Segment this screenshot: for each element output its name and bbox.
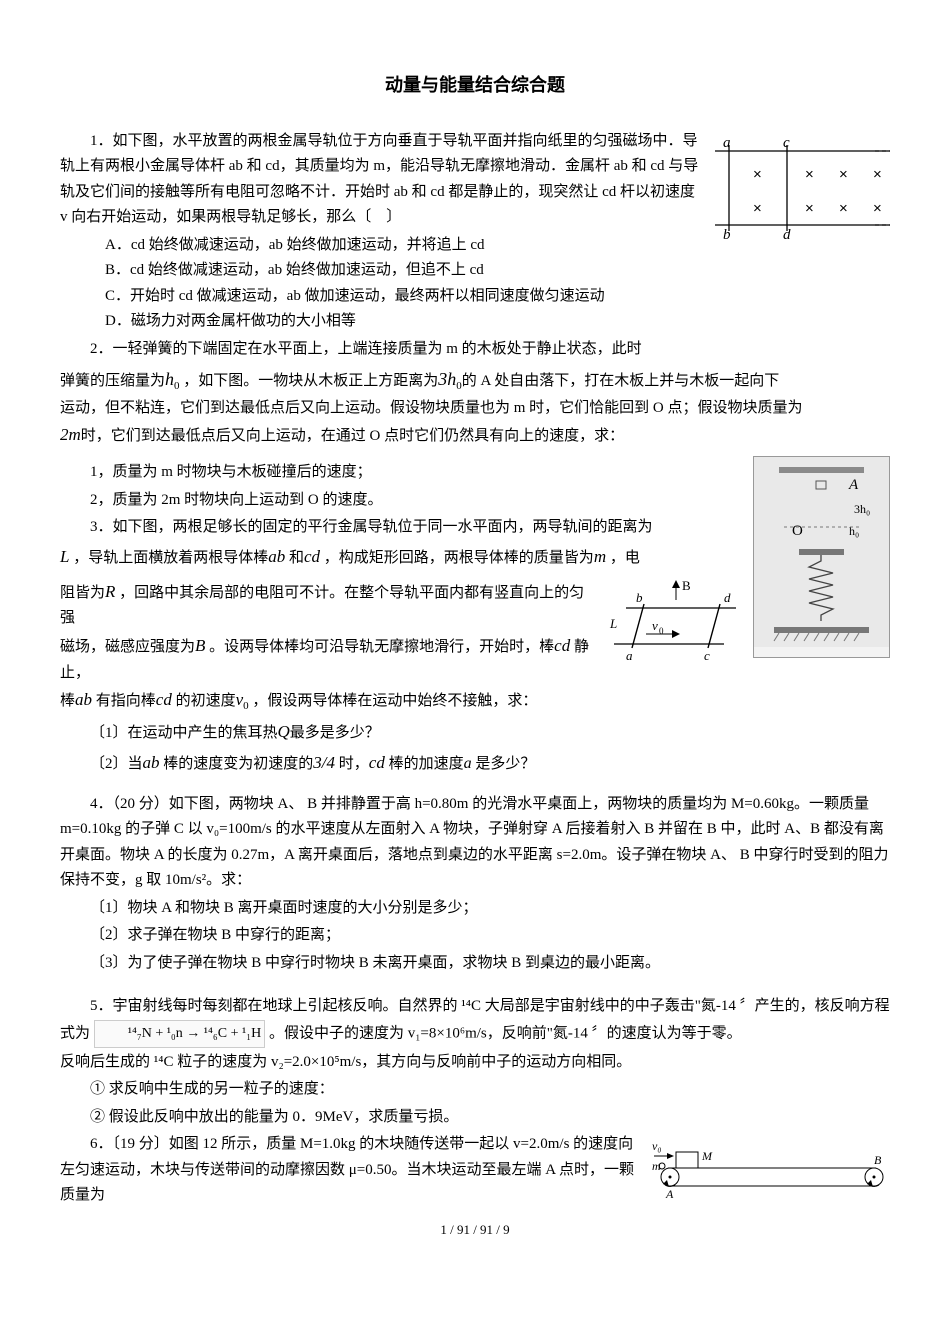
q1-optC: C．开始时 cd 做减速运动，ab 做加速运动，最终两杆以相同速度做匀速运动 xyxy=(105,284,890,310)
page-footer: 1 / 91 / 91 / 9 xyxy=(60,1219,890,1241)
q3-sub1: 〔1〕在运动中产生的焦耳热Q最多是多少？ xyxy=(60,718,890,747)
figure-circuit: a c b d ×××× ×××× xyxy=(715,133,890,243)
svg-text:a: a xyxy=(626,648,633,663)
figure-rails: B b d a c L v 0 xyxy=(608,578,743,683)
q5-p2: 反响后生成的 ¹⁴C 粒子的速度为 v₂=2.0×10⁵m/s，其方向与反响前中… xyxy=(60,1050,890,1076)
svg-text:×: × xyxy=(839,200,848,217)
q1-optB: B．cd 始终做减速运动，ab 始终做加速运动，但追不上 cd xyxy=(105,258,890,284)
svg-text:b: b xyxy=(723,227,731,243)
nuclear-equation: ¹⁴₇N + ¹₀n → ¹⁴₆C + ¹₁H xyxy=(94,1020,265,1048)
q2-line3: 运动，但不粘连，它们到达最低点后又向上运动。假设物块质量也为 m 时，它们恰能回… xyxy=(60,396,890,422)
q2-line1: 2．一轻弹簧的下端固定在水平面上，上端连接质量为 m 的木板处于静止状态，此时 xyxy=(60,337,890,363)
q4-p1: 4．（20 分）如下图，两物块 A、 B 并排静置于高 h=0.80m 的光滑水… xyxy=(60,792,890,894)
svg-text:c: c xyxy=(704,648,710,663)
svg-text:v: v xyxy=(652,618,658,633)
q5-p1: 5．宇宙射线每时每刻都在地球上引起核反响。自然界的 ¹⁴C 大局部是宇宙射线中的… xyxy=(60,994,890,1047)
svg-text:×: × xyxy=(753,200,762,217)
svg-text:A: A xyxy=(665,1187,674,1200)
svg-text:M: M xyxy=(701,1149,713,1163)
svg-text:h₀: h₀ xyxy=(849,524,859,538)
q5-sub1: ① 求反响中生成的另一粒子的速度： xyxy=(60,1077,890,1103)
q2-line4: 2m时，它们到达最低点后又向上运动，在通过 O 点时它们仍然具有向上的速度，求： xyxy=(60,421,890,450)
svg-text:×: × xyxy=(805,200,814,217)
svg-text:O: O xyxy=(792,523,803,539)
q3-line5: 棒ab 有指向棒cd 的初速度v0 ，假设两导体棒在运动中始终不接触，求： xyxy=(60,686,890,716)
svg-text:×: × xyxy=(839,166,848,183)
svg-text:A: A xyxy=(848,477,859,493)
figure-conveyor: v₀ m M B A xyxy=(650,1138,890,1210)
svg-text:B: B xyxy=(874,1153,882,1167)
q5-sub2: ② 假设此反响中放出的能量为 0．9MeV，求质量亏损。 xyxy=(60,1105,890,1131)
q1-optD: D．磁场力对两金属杆做功的大小相等 xyxy=(105,309,890,335)
q4-sub3: 〔3〕为了使子弹在物块 B 中穿行时物块 B 未离开桌面，求物块 B 到桌边的最… xyxy=(60,951,890,977)
svg-text:L: L xyxy=(609,616,617,631)
q2-line2: 弹簧的压缩量为h0 ，如下图。一物块从木板正上方距离为3h0的 A 处自由落下，… xyxy=(60,364,890,396)
svg-text:×: × xyxy=(873,200,882,217)
svg-text:0: 0 xyxy=(659,626,664,636)
svg-text:×: × xyxy=(753,166,762,183)
figure-spring: A 3h₀ h₀ O xyxy=(753,456,890,658)
svg-text:v₀: v₀ xyxy=(652,1139,662,1153)
svg-text:×: × xyxy=(805,166,814,183)
page-title: 动量与能量结合综合题 xyxy=(60,70,890,101)
q3-sub2: 〔2〕当ab 棒的速度变为初速度的3/4 时，cd 棒的加速度a 是多少？ xyxy=(60,749,890,778)
svg-text:3h₀: 3h₀ xyxy=(854,502,870,516)
svg-text:B: B xyxy=(682,578,691,593)
svg-text:m: m xyxy=(652,1159,661,1173)
q4-sub2: 〔2〕求子弹在物块 B 中穿行的距离； xyxy=(60,923,890,949)
svg-text:×: × xyxy=(873,166,882,183)
svg-text:d: d xyxy=(724,590,731,605)
q4-sub1: 〔1〕物块 A 和物块 B 离开桌面时速度的大小分别是多少； xyxy=(60,896,890,922)
svg-text:b: b xyxy=(636,590,643,605)
